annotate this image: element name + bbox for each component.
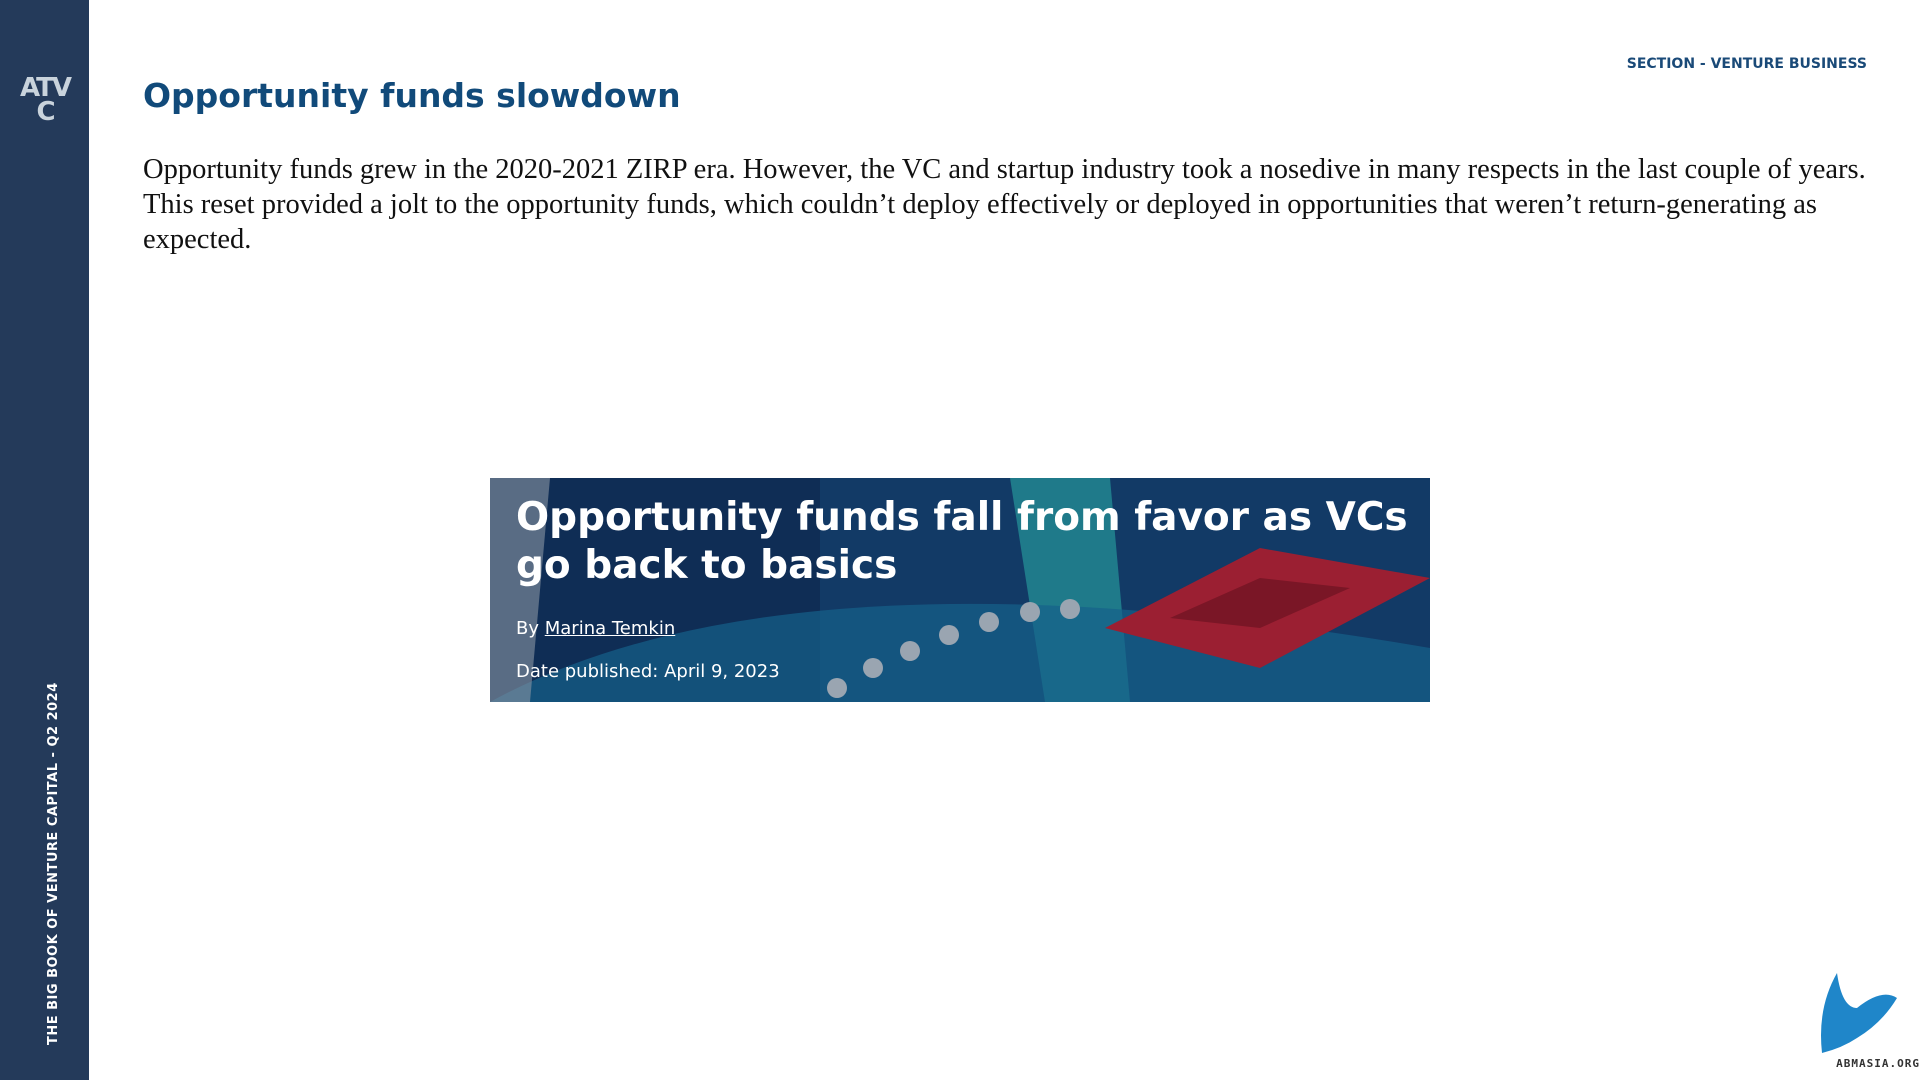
date: Date published: April 9, 2023	[516, 661, 780, 682]
sidebar: ATVC THE BIG BOOK OF VENTURE CAPITAL - Q…	[0, 0, 89, 1080]
byline: By Marina Temkin	[516, 618, 675, 639]
by: By	[516, 618, 540, 639]
logo: ATVC	[20, 73, 72, 127]
sidebar-text: THE BIG BOOK OF VENTURE CAPITAL - Q2 202…	[46, 682, 61, 1045]
watermark-logo	[1821, 973, 1897, 1053]
section-label: SECTION - VENTURE BUSINESS	[1626, 56, 1867, 72]
article-headline: Opportunity funds fall from favor as VCs…	[516, 495, 1408, 588]
paragraph: Opportunity funds grew in the 2020-2021 …	[143, 154, 1866, 255]
author: Marina Temkin	[544, 618, 676, 639]
watermark: ABMASIA.ORG	[1836, 1057, 1920, 1070]
title: Opportunity funds slowdown	[143, 76, 681, 115]
article-art	[490, 478, 1430, 702]
article-image: Opportunity funds fall from favor as VCs…	[490, 478, 1430, 702]
